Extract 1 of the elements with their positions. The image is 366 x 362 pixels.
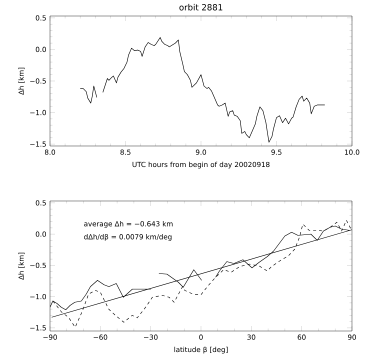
chart-title: orbit 2881 — [179, 4, 222, 10]
